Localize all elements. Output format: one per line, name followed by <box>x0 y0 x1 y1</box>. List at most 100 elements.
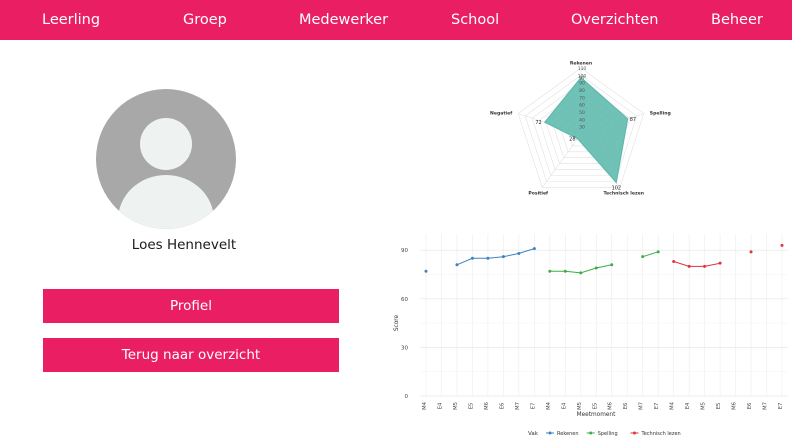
series-point-spelling <box>656 250 660 254</box>
nav-overzichten[interactable]: Overzichten <box>571 12 659 28</box>
x-axis-title: Meetmoment <box>577 412 616 418</box>
radar-grid-ring <box>524 74 638 182</box>
series-line-rekenen <box>456 248 535 266</box>
radar-scale-tick: 97 <box>579 76 585 82</box>
series-point-technisch-lezen <box>749 250 753 254</box>
series-point-technisch-lezen <box>687 264 691 268</box>
radar-value-label: 102 <box>612 186 622 192</box>
avatar-body <box>118 175 214 229</box>
series-point-technisch-lezen <box>780 243 784 247</box>
x-tick-label: M6 <box>732 402 738 410</box>
series-point-spelling <box>610 263 614 267</box>
radar-scale-tick: 50 <box>579 110 585 116</box>
x-tick-label: M5 <box>701 402 707 410</box>
series-point-rekenen <box>486 256 490 260</box>
back-to-overview-button[interactable]: Terug naar overzicht <box>43 338 339 372</box>
radar-scale-tick: 90 <box>579 81 585 87</box>
series-point-rekenen <box>455 263 459 267</box>
plot-panel <box>420 234 788 396</box>
y-tick-label: 30 <box>401 345 408 351</box>
legend-label: Rekenen <box>557 431 579 437</box>
x-tick-label: M7 <box>515 402 521 410</box>
radar-axis-label: Positief <box>528 190 549 196</box>
radar-axis-label: Technisch lezen <box>604 190 645 196</box>
legend-key-point <box>589 431 593 435</box>
series-line-technisch-lezen <box>673 261 721 267</box>
user-avatar-icon <box>96 89 236 229</box>
y-tick-label: 90 <box>401 248 408 254</box>
legend-title: Vak <box>528 431 539 437</box>
radar-scale-tick: 70 <box>579 95 585 101</box>
legend-label: Technisch lezen <box>641 431 681 437</box>
nav-beheer[interactable]: Beheer <box>711 12 763 28</box>
series-point-spelling <box>548 269 552 273</box>
nav-leerling[interactable]: Leerling <box>42 12 101 28</box>
legend-key-point <box>548 431 552 435</box>
x-tick-label: M4 <box>422 401 428 409</box>
profile-button[interactable]: Profiel <box>43 289 339 323</box>
x-tick-label: E7 <box>778 403 784 410</box>
nav-medewerker[interactable]: Medewerker <box>299 12 389 28</box>
radar-grid-ring <box>531 82 631 176</box>
x-tick-label: E4 <box>561 402 567 409</box>
series-point-rekenen <box>532 247 536 251</box>
series-point-rekenen <box>517 251 521 255</box>
x-tick-label: E7 <box>654 403 660 410</box>
x-tick-label: E5 <box>716 403 722 410</box>
series-point-rekenen <box>470 256 474 260</box>
radar-scale-tick: 100 <box>578 73 587 79</box>
x-tick-label: M5 <box>453 402 459 410</box>
series-point-rekenen <box>501 255 505 259</box>
radar-grid-ring <box>517 67 645 188</box>
radar-scale-tick: 60 <box>579 103 585 109</box>
legend-key-point <box>633 431 636 435</box>
radar-value-label: 87 <box>630 117 636 123</box>
series-point-technisch-lezen <box>672 260 676 264</box>
radar-axis-label: Spelling <box>650 111 671 117</box>
series-point-spelling <box>563 269 567 273</box>
radar-value-label: 28 <box>569 137 575 143</box>
y-tick-label: 60 <box>401 297 408 303</box>
radar-scale-tick: 80 <box>579 88 585 94</box>
x-tick-label: E5 <box>468 403 474 410</box>
y-tick-label: 0 <box>405 394 409 400</box>
x-tick-label: E7 <box>530 403 536 410</box>
series-point-spelling <box>641 255 645 259</box>
radar-scale-tick: 110 <box>578 66 587 72</box>
series-point-technisch-lezen <box>718 261 722 265</box>
avatar-head <box>140 118 192 170</box>
radar-value-label: 72 <box>535 120 541 126</box>
legend-label: Spelling <box>598 431 618 437</box>
top-nav-bar: Leerling Groep Medewerker School Overzic… <box>0 0 792 40</box>
radar-axis-label: Negatief <box>490 111 513 117</box>
nav-groep[interactable]: Groep <box>183 12 227 28</box>
x-tick-label: E5 <box>592 403 598 410</box>
x-tick-label: E4 <box>437 402 443 409</box>
radar-scale-tick: 40 <box>579 117 585 123</box>
student-name: Loes Hennevelt <box>131 237 237 253</box>
radar-spoke <box>541 133 582 188</box>
series-point-technisch-lezen <box>703 264 707 268</box>
score-line-chart: 0 30 60 90 M4 E4 M5 E5 M6 E6 M7 E7 M4 E4 M5 E5 M6 E6 M7 E7 M… <box>394 234 788 437</box>
radar-axis-label: Rekenen <box>570 61 592 67</box>
x-tick-label: M6 <box>608 402 614 410</box>
x-tick-label: M4 <box>670 401 676 409</box>
x-tick-label: E4 <box>685 402 691 409</box>
x-tick-label: E6 <box>623 403 629 410</box>
series-point-spelling <box>594 266 598 270</box>
series-point-rekenen <box>424 269 428 273</box>
x-tick-label: M5 <box>577 402 583 410</box>
y-axis-title: Score <box>394 314 400 331</box>
series-line-spelling <box>642 251 659 258</box>
nav-school[interactable]: School <box>451 12 500 28</box>
radar-scale-tick: 30 <box>579 125 585 131</box>
x-tick-label: M4 <box>546 401 552 409</box>
series-point-spelling <box>579 271 583 275</box>
x-tick-label: M6 <box>484 402 490 410</box>
x-tick-label: M7 <box>763 402 769 410</box>
radar-data-area <box>543 76 629 184</box>
x-tick-label: M7 <box>639 402 645 410</box>
x-tick-label: E6 <box>499 403 505 410</box>
x-tick-label: E6 <box>747 403 753 410</box>
